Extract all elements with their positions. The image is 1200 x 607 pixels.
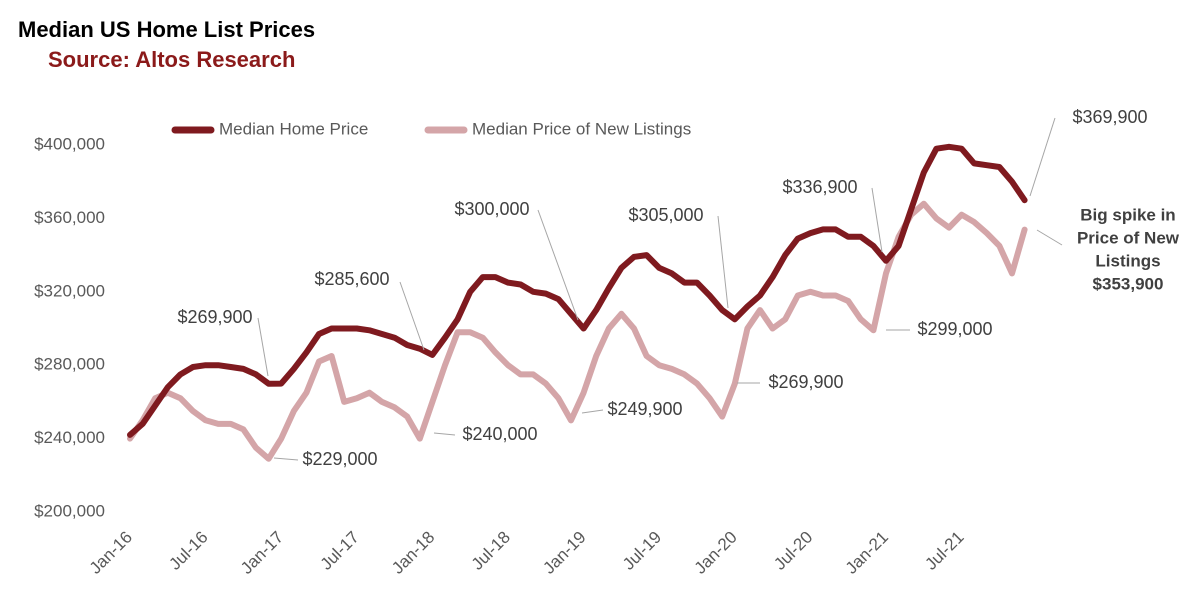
annotation-leader: [581, 409, 604, 414]
annotation: $269,900: [177, 307, 252, 327]
y-tick-label: $280,000: [34, 355, 105, 374]
x-tick-label: Jan-19: [539, 528, 589, 578]
annotation: Price of New: [1077, 228, 1180, 247]
annotation: $285,600: [314, 269, 389, 289]
annotation-leader: [257, 317, 269, 377]
x-tick-label: Jan-17: [237, 528, 287, 578]
y-tick-label: $200,000: [34, 501, 105, 520]
y-tick-label: $360,000: [34, 208, 105, 227]
x-tick-label: Jan-16: [86, 528, 136, 578]
annotation: Listings: [1095, 251, 1160, 270]
x-tick-label: Jul-19: [619, 528, 665, 574]
x-tick-label: Jan-21: [842, 528, 892, 578]
annotation: $305,000: [628, 205, 703, 225]
annotation: $336,900: [782, 177, 857, 197]
legend-label: Median Price of New Listings: [472, 119, 691, 138]
x-tick-label: Jul-16: [165, 528, 211, 574]
y-tick-label: $400,000: [34, 134, 105, 153]
annotation: $353,900: [1093, 274, 1164, 293]
annotation: $229,000: [302, 449, 377, 469]
annotation-leader: [1036, 229, 1063, 246]
y-tick-label: $240,000: [34, 428, 105, 447]
annotation: $369,900: [1072, 107, 1147, 127]
annotation: $300,000: [454, 199, 529, 219]
annotation: $249,900: [607, 399, 682, 419]
chart-title: Median US Home List Prices: [18, 17, 315, 42]
annotation-leader: [537, 209, 579, 321]
annotation-leader: [717, 215, 729, 309]
y-tick-label: $320,000: [34, 281, 105, 300]
x-tick-label: Jul-18: [468, 528, 514, 574]
annotation: Big spike in: [1080, 205, 1175, 224]
x-tick-label: Jan-18: [388, 528, 438, 578]
legend-label: Median Home Price: [219, 119, 368, 138]
annotation-leader: [399, 281, 425, 351]
x-tick-label: Jan-20: [691, 528, 741, 578]
annotation-leader: [871, 187, 883, 253]
annotation-leader: [273, 457, 299, 461]
x-tick-label: Jul-21: [921, 528, 967, 574]
x-tick-label: Jul-20: [770, 528, 816, 574]
annotation: $240,000: [462, 424, 537, 444]
chart-subtitle: Source: Altos Research: [48, 47, 295, 72]
annotation-leader: [1029, 117, 1056, 197]
series-line: [127, 143, 1028, 438]
x-tick-label: Jul-17: [317, 528, 363, 574]
annotation: $299,000: [917, 319, 992, 339]
annotation-leader: [433, 432, 456, 436]
series-line: [127, 200, 1028, 462]
annotation: $269,900: [768, 372, 843, 392]
